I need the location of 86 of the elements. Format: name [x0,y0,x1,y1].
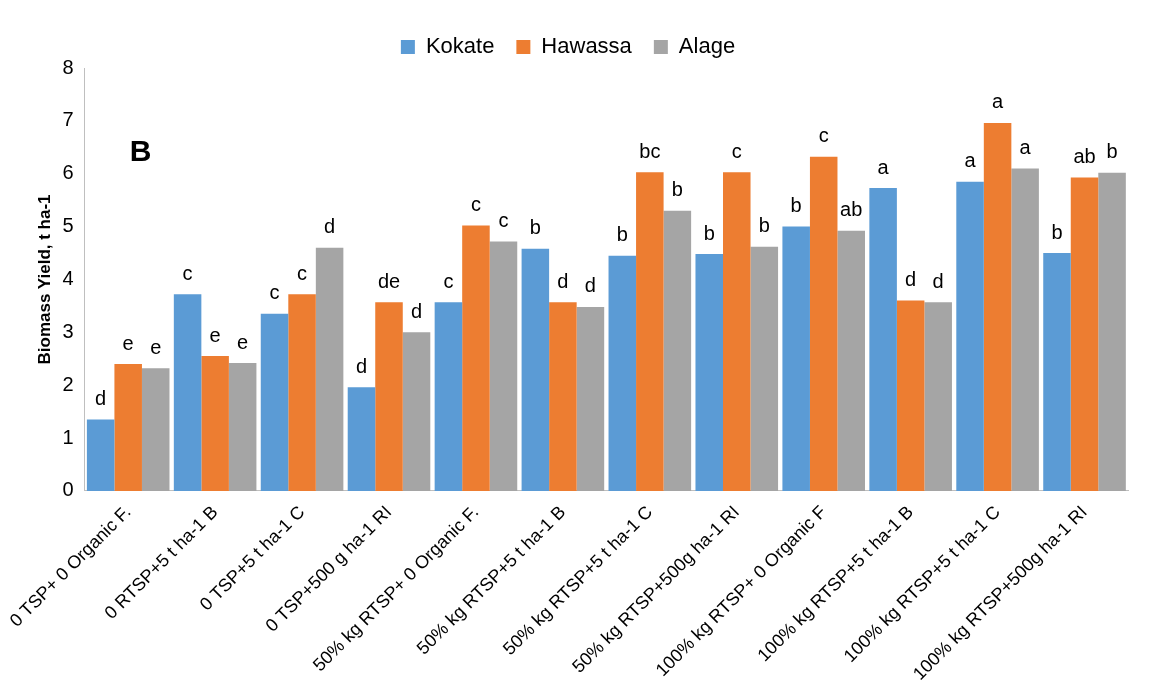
bar [983,122,1012,491]
data-label: d [410,299,423,322]
data-label: b [616,223,628,246]
y-tick-label: 6 [62,161,74,184]
data-label: e [237,330,249,353]
legend-label: Hawassa [541,33,633,59]
y-tick-label: 4 [62,266,74,289]
bar [549,302,577,491]
bar [462,225,490,491]
y-tick-label: 1 [62,425,74,448]
bar [434,302,463,491]
data-label: c [818,124,829,147]
bar [837,230,866,491]
bar [782,226,810,491]
data-label: c [731,139,742,162]
bar [86,419,115,491]
y-tick-label: 5 [62,214,74,237]
bar [288,294,316,491]
bar [1011,168,1039,491]
data-label: b [1106,140,1118,163]
data-label: c [470,193,481,216]
data-label: e [150,335,162,358]
y-tick-label: 2 [62,372,74,395]
bar [1043,253,1071,491]
bar [1098,172,1126,491]
annotation: B [129,134,152,168]
bar [260,313,289,491]
data-label: de [377,269,401,292]
data-label: a [964,149,977,172]
data-label: a [877,155,890,178]
bar [896,300,925,491]
data-label: d [932,269,944,292]
bar [347,387,376,491]
data-label: d [584,274,596,297]
data-label: e [209,323,221,346]
data-label: d [905,268,917,291]
bar [375,302,403,491]
bar [869,188,897,491]
data-label: b [671,178,683,201]
bar [114,364,142,491]
data-label: e [122,331,134,354]
data-label: d [557,269,569,292]
data-label: c [297,261,308,284]
data-label: a [1019,135,1032,158]
data-label: d [324,215,336,238]
y-tick-label: 7 [62,108,74,131]
bar [315,247,344,491]
bar [750,246,779,491]
bar [809,156,838,491]
bar [521,248,550,491]
bar [663,210,692,491]
data-label: b [758,214,770,237]
bar [576,306,605,491]
data-label: c [443,269,454,292]
legend-label: Kokate [425,33,495,59]
data-label: b [790,194,802,217]
data-label: d [355,354,368,377]
y-tick-label: 0 [62,478,74,501]
data-label: b [1051,220,1063,243]
data-label: ab [1073,144,1096,167]
data-label: b [529,216,541,239]
y-tick-label: 8 [62,55,74,78]
legend-label: Alage [678,33,736,59]
bar [173,294,202,491]
data-label: d [95,387,107,410]
bar [924,302,952,491]
bar [723,172,751,491]
bar [695,254,723,491]
data-label: c [182,261,193,284]
bar [402,332,431,491]
bar [228,362,257,491]
bar [956,181,984,491]
data-label: bc [639,139,661,162]
bar [636,172,664,491]
data-label: b [703,221,715,244]
y-tick-label: 3 [62,319,74,342]
data-label: c [269,281,280,304]
bar [201,356,229,491]
data-label: ab [840,198,863,221]
y-axis-title: Biomass Yield, t ha-1 [35,194,55,365]
bar [489,241,518,491]
data-label: c [498,208,509,231]
data-label: a [992,90,1005,113]
bar [608,255,637,491]
bar [141,368,170,491]
bar [1070,177,1099,491]
